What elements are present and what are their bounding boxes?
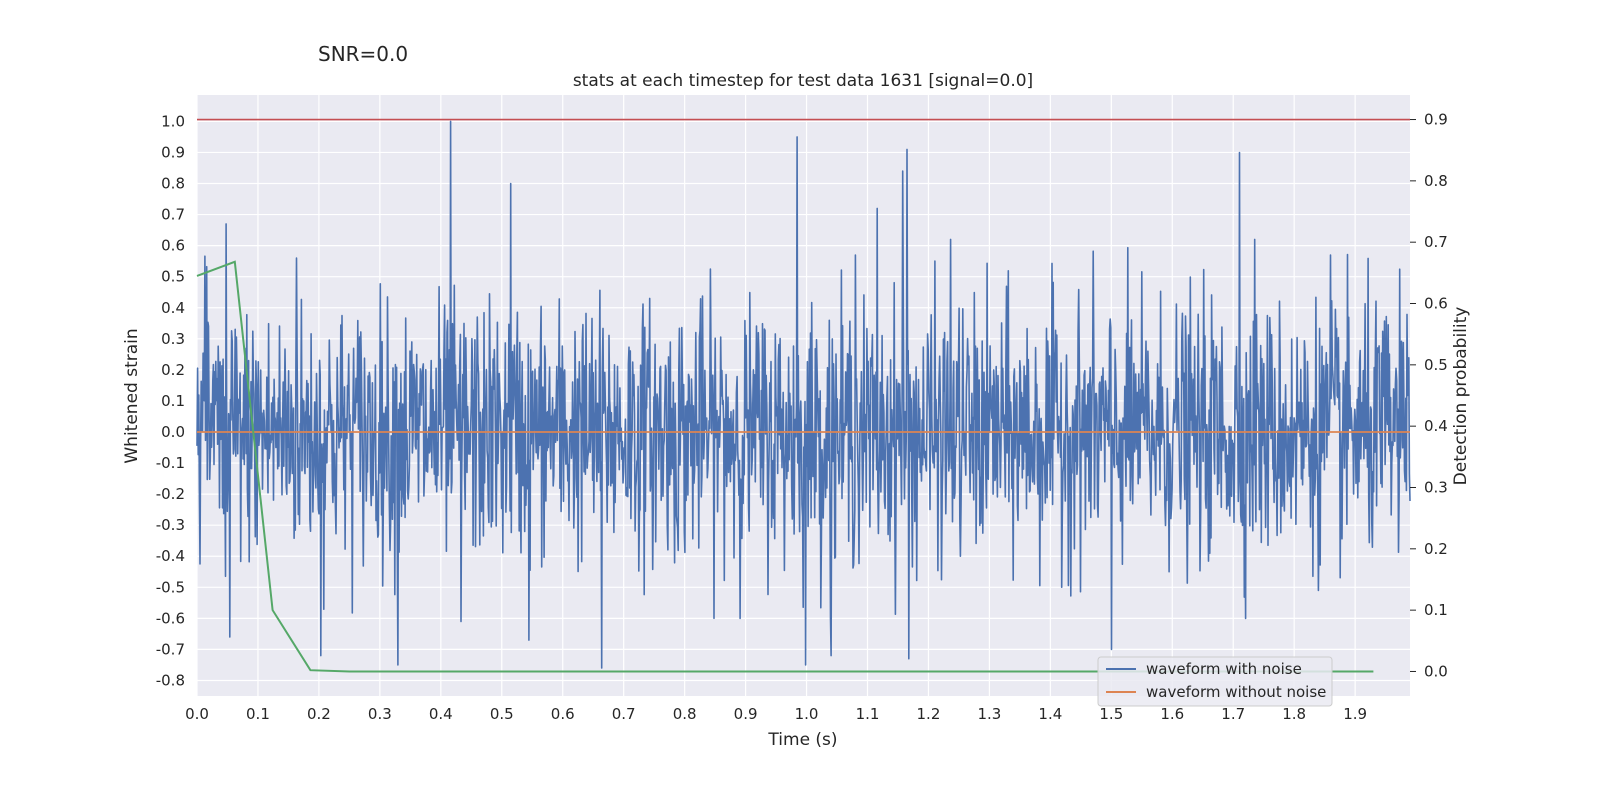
y-tick-label: -0.8 bbox=[156, 671, 185, 689]
y-tick-label: 0.4 bbox=[161, 299, 185, 317]
x-tick-label: 1.5 bbox=[1099, 705, 1123, 723]
x-tick-label: 0.0 bbox=[185, 705, 209, 723]
legend-frame bbox=[1097, 656, 1333, 707]
x-tick-label: 0.6 bbox=[551, 705, 575, 723]
x-tick-label: 1.6 bbox=[1160, 705, 1184, 723]
x-tick-label: 1.7 bbox=[1221, 705, 1245, 723]
y2-tick-label: 0.1 bbox=[1424, 601, 1448, 619]
y2-axis-label: Detection probability bbox=[1451, 307, 1471, 486]
x-tick-label: 0.8 bbox=[673, 705, 697, 723]
y-tick-label: -0.3 bbox=[156, 516, 185, 534]
y-tick-label: 0.1 bbox=[161, 392, 185, 410]
y2-tick-label: 0.6 bbox=[1424, 295, 1448, 313]
y-tick-label: -0.6 bbox=[156, 609, 185, 627]
y-tick-label: -0.2 bbox=[156, 485, 185, 503]
x-tick-label: 0.2 bbox=[307, 705, 331, 723]
y-tick-label: -0.5 bbox=[156, 578, 185, 596]
y-axis-ticks: 1.0 0.9 0.8 0.7 0.6 0.5 0.4 0.3 0.2 0.1 0.0 -0.1 -0.… bbox=[156, 112, 185, 689]
x-tick-label: 1.8 bbox=[1282, 705, 1306, 723]
x-tick-label: 0.9 bbox=[734, 705, 758, 723]
y2-tick-label: 0.2 bbox=[1424, 540, 1448, 558]
y2-axis-ticks: 0.9 0.8 0.7 0.6 0.5 0.4 0.3 0.2 0.1 0.0 bbox=[1410, 111, 1448, 680]
y-tick-label: 0.7 bbox=[161, 206, 185, 224]
y-axis-label: Whitened strain bbox=[122, 328, 142, 463]
y2-tick-label: 0.5 bbox=[1424, 356, 1448, 374]
legend-label-noise: waveform with noise bbox=[1146, 660, 1302, 678]
y2-tick-label: 0.0 bbox=[1424, 662, 1448, 680]
x-tick-label: 1.4 bbox=[1038, 705, 1062, 723]
y-tick-label: 0.5 bbox=[161, 268, 185, 286]
x-tick-label: 0.1 bbox=[246, 705, 270, 723]
y-tick-label: 0.0 bbox=[161, 423, 185, 441]
y-tick-label: 1.0 bbox=[161, 112, 185, 130]
x-axis-ticks: 0.0 0.1 0.2 0.3 0.4 0.5 0.6 0.7 0.8 0.9 1.0 1.1 1.2 1… bbox=[185, 705, 1367, 723]
y-tick-label: 0.6 bbox=[161, 237, 185, 255]
y-tick-label: 0.9 bbox=[161, 143, 185, 161]
chart-title: stats at each timestep for test data 163… bbox=[573, 71, 1033, 91]
y2-tick-label: 0.9 bbox=[1424, 111, 1448, 129]
y2-tick-label: 0.8 bbox=[1424, 172, 1448, 190]
x-axis-label: Time (s) bbox=[767, 730, 837, 750]
x-tick-label: 0.7 bbox=[612, 705, 636, 723]
x-tick-label: 0.4 bbox=[429, 705, 453, 723]
y-tick-label: -0.7 bbox=[156, 640, 185, 658]
waveform-with-noise-line bbox=[196, 120, 1411, 669]
x-tick-label: 1.2 bbox=[917, 705, 941, 723]
y2-tick-label: 0.3 bbox=[1424, 478, 1448, 496]
y-tick-label: -0.1 bbox=[156, 454, 185, 472]
series-detection-probability bbox=[196, 260, 1374, 673]
detection-probability-line bbox=[196, 260, 1374, 673]
figure-suptitle: SNR=0.0 bbox=[318, 42, 408, 66]
x-tick-label: 1.3 bbox=[977, 705, 1001, 723]
y-tick-label: 0.2 bbox=[161, 361, 185, 379]
x-tick-label: 1.1 bbox=[856, 705, 880, 723]
x-tick-label: 1.9 bbox=[1343, 705, 1367, 723]
legend-label-clean: waveform without noise bbox=[1146, 683, 1326, 701]
x-tick-label: 0.3 bbox=[368, 705, 392, 723]
y2-tick-label: 0.4 bbox=[1424, 417, 1448, 435]
y2-tick-label: 0.7 bbox=[1424, 233, 1448, 251]
x-tick-label: 0.5 bbox=[490, 705, 514, 723]
legend: waveform with noise waveform without noi… bbox=[1097, 656, 1333, 707]
series-waveform-with-noise bbox=[196, 120, 1411, 669]
y-tick-label: 0.8 bbox=[161, 175, 185, 193]
y-tick-label: 0.3 bbox=[161, 330, 185, 348]
x-tick-label: 1.0 bbox=[795, 705, 819, 723]
y-tick-label: -0.4 bbox=[156, 547, 185, 565]
